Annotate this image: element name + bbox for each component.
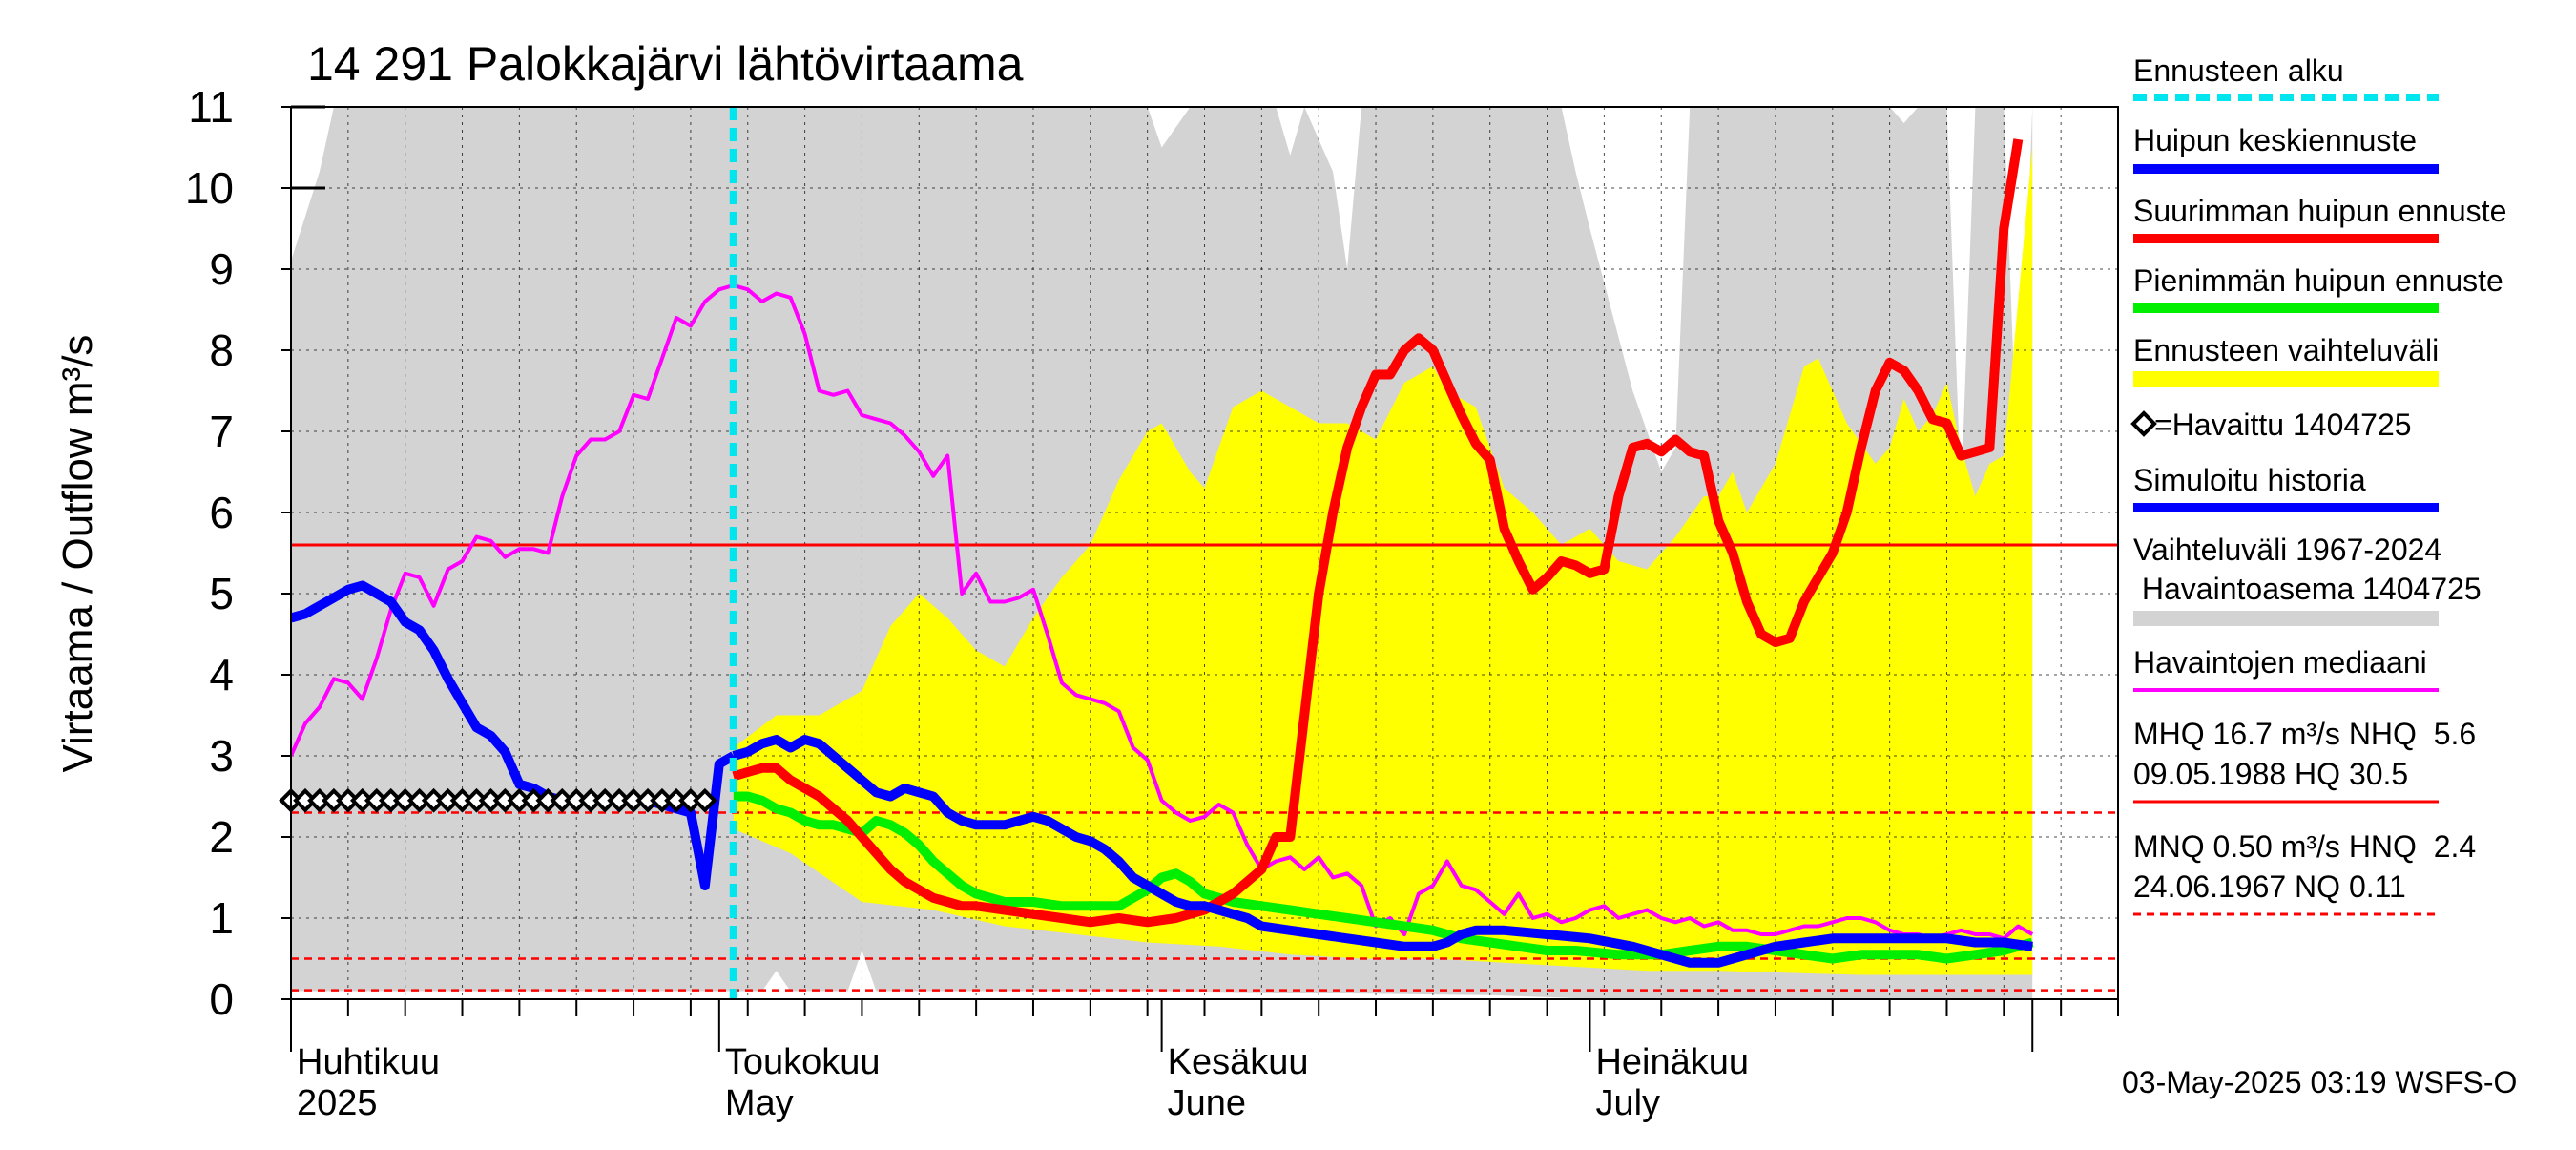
legend-stats2-line1: MNQ 0.50 m³/s HNQ 2.4 [2133, 829, 2476, 864]
legend-stats1-line2: 09.05.1988 HQ 30.5 [2133, 757, 2408, 791]
y-axis: 0 1 2 3 4 5 6 7 8 9 10 11 [185, 82, 325, 1024]
y-tick-label: 6 [209, 488, 234, 537]
footer-timestamp: 03-May-2025 03:19 WSFS-O [2122, 1065, 2517, 1099]
chart-title: 14 291 Palokkajärvi lähtövirtaama [307, 37, 1024, 91]
max-peak-forecast-line [732, 138, 2024, 928]
bands-layer [291, 107, 2033, 999]
y-tick-label: 11 [188, 82, 234, 132]
x-month-sublabel: June [1168, 1083, 1246, 1123]
y-tick-label: 10 [185, 163, 234, 213]
x-month-label: Kesäkuu [1168, 1042, 1309, 1082]
legend-mean-peak-label: Huipun keskiennuste [2133, 123, 2417, 157]
legend-history-label-1: Vaihteluväli 1967-2024 [2133, 533, 2441, 567]
y-tick-label: 4 [209, 650, 234, 700]
x-month-sublabel: July [1595, 1083, 1660, 1123]
legend-stats2-line2: 24.06.1967 NQ 0.11 [2133, 869, 2406, 904]
median-line [291, 283, 2034, 941]
legend-observed-marker [2130, 410, 2157, 437]
x-month-label: Toukokuu [725, 1042, 881, 1082]
legend-forecast-start-label: Ennusteen alku [2133, 53, 2344, 88]
legend-forecast-range-label: Ennusteen vaihteluväli [2133, 333, 2439, 367]
y-axis-label: Virtaama / Outflow m³/s [54, 335, 101, 773]
y-tick-label: 5 [209, 569, 234, 618]
mean-peak-forecast-line [732, 735, 2033, 968]
observed-markers-layer [279, 787, 717, 813]
legend-observed-label: =Havaittu 1404725 [2154, 408, 2412, 442]
y-tick-label: 0 [209, 974, 234, 1024]
observed-point [693, 787, 717, 813]
y-tick-label: 1 [209, 893, 234, 943]
legend-history-label-2: Havaintoasema 1404725 [2133, 572, 2482, 606]
legend-simulated-label: Simuloitu historia [2133, 463, 2366, 497]
x-month-label: Huhtikuu [297, 1042, 440, 1082]
y-tick-label: 3 [209, 731, 234, 781]
legend-min-peak-label: Pienimmän huipun ennuste [2133, 263, 2503, 298]
x-month-label: Heinäkuu [1595, 1042, 1749, 1082]
y-tick-label: 9 [209, 244, 234, 294]
y-tick-label: 7 [209, 407, 234, 456]
grid-layer [291, 107, 2118, 999]
y-tick-label: 8 [209, 325, 234, 375]
y-tick-label: 2 [209, 812, 234, 862]
x-month-sublabel: May [725, 1083, 794, 1123]
legend-median-label: Havaintojen mediaani [2133, 645, 2427, 680]
legend-max-peak-label: Suurimman huipun ennuste [2133, 194, 2506, 228]
x-month-sublabel: 2025 [297, 1083, 378, 1123]
forecast-range-band [733, 147, 2033, 975]
legend: Ennusteen alku Huipun keskiennuste Suuri… [2130, 53, 2506, 916]
series-layer [291, 107, 2034, 999]
legend-stats1-line1: MHQ 16.7 m³/s NHQ 5.6 [2133, 717, 2476, 751]
simulated-history-line [291, 580, 737, 890]
